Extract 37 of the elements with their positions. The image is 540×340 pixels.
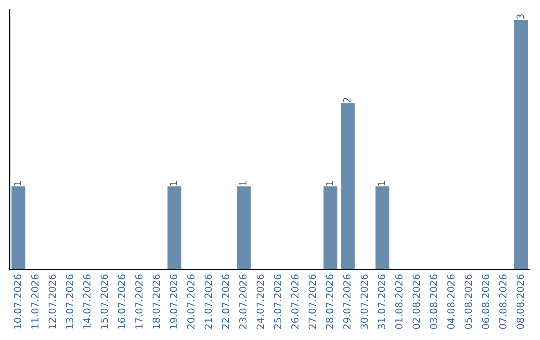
data-label: 1 [240,181,247,186]
x-tick-label: 05.08.2026 [464,274,472,330]
x-tick-label: 22.07.2026 [222,274,230,330]
x-tick-label: 10.07.2026 [14,274,22,329]
data-label: 1 [378,181,386,186]
x-tick-label: 24.07.2026 [256,274,264,330]
x-tick-label: 23.07.2026 [239,274,247,330]
data-label: 3 [516,14,524,20]
data-label: 1 [170,181,178,186]
x-tick-label: 08.08.2026 [516,274,524,330]
x-tick-label: 30.07.2026 [360,274,368,330]
data-label: 1 [14,181,22,186]
x-tick-label: 11.07.2026 [31,274,39,329]
data-label: 2 [343,98,351,103]
x-tick-label: 15.07.2026 [100,274,108,329]
x-tick-label: 13.07.2026 [66,274,74,329]
x-tick-label: 27.07.2026 [308,274,316,330]
x-tick-label: 12.07.2026 [48,274,56,329]
x-tick-label: 02.08.2026 [412,274,420,330]
x-tick-label: 20.07.2026 [187,274,195,330]
x-tick-label: 18.07.2026 [152,274,160,329]
x-tick-label: 14.07.2026 [83,274,91,329]
data-label: 1 [326,181,334,186]
x-tick-label: 01.08.2026 [395,274,403,330]
x-tick-label: 06.08.2026 [482,274,490,330]
x-tick-label: 21.07.2026 [204,274,212,330]
x-tick-label: 03.08.2026 [430,274,438,330]
x-tick-label: 31.07.2026 [378,274,386,330]
x-tick-label: 17.07.2026 [135,274,143,329]
x-tick-label: 07.08.2026 [499,274,507,330]
x-tick-label: 28.07.2026 [326,274,334,330]
x-tick-label: 16.07.2026 [118,274,126,329]
x-tick-label: 26.07.2026 [291,274,299,330]
x-tick-label: 19.07.2026 [170,274,178,329]
x-tick-label: 25.07.2026 [274,274,282,330]
x-tick-label: 29.07.2026 [343,274,351,330]
x-tick-label: 04.08.2026 [447,274,455,330]
